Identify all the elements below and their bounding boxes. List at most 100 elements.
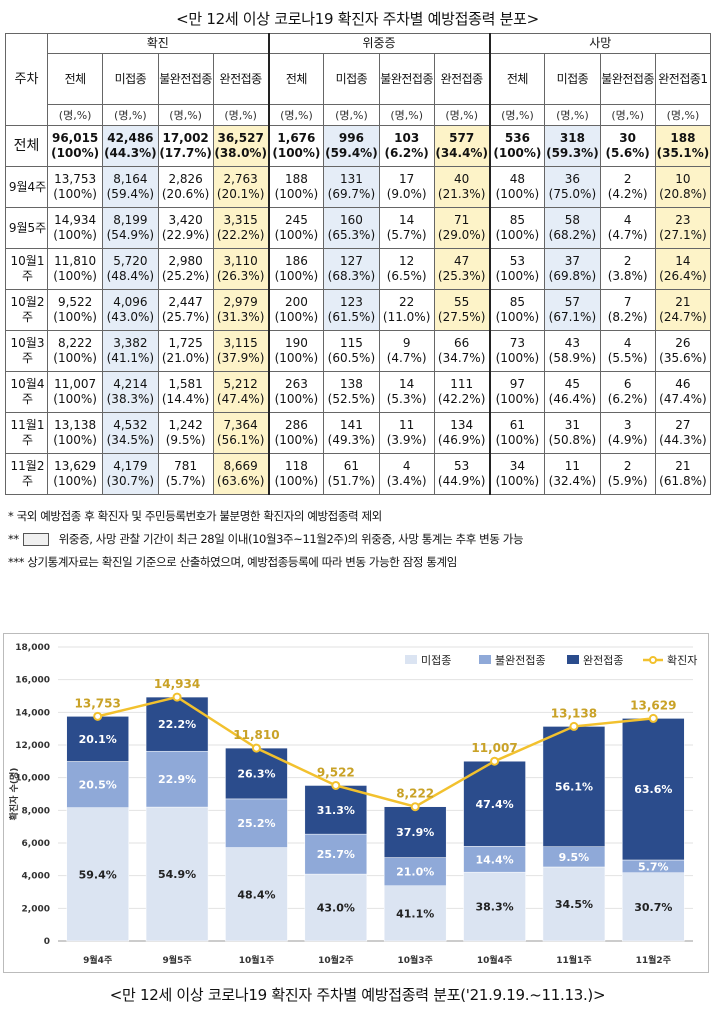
cell-count: 4,532 [113,418,148,432]
table-row: 10월4주 11,007 (100%) 4,214 (38.3%) 1,581 (14.4%… [5,371,712,413]
table-cell: 5,212 (47.4%) [212,371,270,413]
table-cell: 186 (100%) [267,248,325,290]
cell-count: 1,242 [168,418,203,432]
cell-count: 27 [675,418,691,432]
cell-percent: (50.8%) [548,433,597,447]
cell-percent: (100%) [495,269,540,283]
table-cell: 3 (4.9%) [599,412,656,454]
bar-segment-full [304,785,368,835]
row-label: 11월1주 [5,412,48,454]
cell-percent: (100%) [274,433,319,447]
cell-percent: (38.0%) [214,146,267,160]
cell-percent: (4.2%) [607,187,648,201]
table-cell: 263 (100%) [267,371,325,413]
cell-percent: (21.3%) [437,187,486,201]
table-row: 10월3주 8,222 (100%) 3,382 (41.1%) 1,725 (21.0%)… [5,330,712,372]
bar-segment-partial [145,750,209,808]
cell-count: 138 [339,377,363,391]
bar-segment-unvaccinated [542,866,606,942]
cell-percent: (24.7%) [659,310,707,324]
cell-count: 5,212 [223,377,258,391]
table-cell: 66 (34.7%) [433,330,491,372]
cell-percent: (25.3%) [437,269,486,283]
y-tick-label: 2,000 [22,904,50,914]
cell-count: 188 [284,172,308,186]
line-point [172,692,182,702]
cell-count: 8,222 [57,336,93,350]
bar-segment-unvaccinated [304,873,368,942]
table-cell: 160 (65.3%) [323,207,380,249]
cell-percent: (100%) [53,433,97,447]
column-header: 불완전접종 [378,53,435,105]
row-label: 9월4주 [5,166,48,208]
cell-count: 30 [619,131,636,145]
cell-percent: (68.3%) [327,269,376,283]
table-cell: 115 (60.5%) [323,330,380,372]
cell-count: 43 [564,336,581,350]
bar-label: 20.5% [79,779,117,792]
table-cell: 996 (59.4%) [323,125,380,167]
table-cell: 21 (24.7%) [654,289,712,331]
column-unit: (명,%) [102,104,159,126]
cell-percent: (100%) [272,146,321,160]
cell-count: 46 [675,377,691,391]
cell-count: 9,522 [57,295,93,309]
cell-count: 97 [509,377,526,391]
row-label: 11월2주 [5,453,48,495]
cell-count: 115 [339,336,363,350]
cell-percent: (8.2%) [607,310,648,324]
table-cell: 3,315 (22.2%) [212,207,270,249]
table-cell: 123 (61.5%) [323,289,380,331]
cell-count: 4,214 [113,377,148,391]
table-cell: 138 (52.5%) [323,371,380,413]
cell-count: 53 [454,459,470,473]
row-label: 9월5주 [5,207,48,249]
table-cell: 200 (100%) [267,289,325,331]
table-cell: 1,676 (100%) [267,125,325,167]
cell-count: 36,527 [217,131,264,145]
x-tick-label: 10월3주 [398,954,433,966]
bar-segment-partial [225,798,288,848]
cell-percent: (100%) [495,187,540,201]
cell-percent: (4.7%) [386,351,427,365]
table-cell: 1,581 (14.4%) [157,371,214,413]
cell-percent: (44.3%) [104,146,157,160]
cell-count: 3,420 [168,213,203,227]
x-tick-label: 9월5주 [163,954,192,966]
table-cell: 8,164 (59.4%) [102,166,159,208]
table-cell: 13,629 (100%) [46,453,104,495]
table-cell: 4 (3.4%) [378,453,435,495]
note-2: ** 위중증, 사망 관찰 기간이 최근 28일 이내(10월3주~11월2주)의… [8,531,524,547]
cell-count: 3 [623,418,632,432]
column-unit: (명,%) [599,104,656,126]
cell-count: 2,763 [223,172,258,186]
bar-label: 30.7% [634,901,672,914]
bar-label: 54.9% [158,868,196,881]
cell-count: 6 [623,377,632,391]
legend-swatch [567,655,579,664]
cell-percent: (65.3%) [327,228,376,242]
cell-percent: (47.4%) [659,392,707,406]
cell-count: 36 [564,172,581,186]
cell-percent: (100%) [53,228,97,242]
cell-percent: (20.6%) [161,187,210,201]
cell-count: 577 [449,131,475,145]
cell-percent: (6.5%) [386,269,427,283]
cell-count: 2,447 [168,295,203,309]
x-tick-label: 11월2주 [636,954,671,966]
bar-segment-unvaccinated [66,807,129,942]
cell-count: 103 [394,131,420,145]
cell-count: 127 [339,254,363,268]
cell-percent: (9.0%) [386,187,427,201]
cell-count: 2 [623,172,632,186]
cell-count: 9 [402,336,411,350]
table-cell: 46 (47.4%) [654,371,712,413]
note-1: * 국외 예방접종 후 확진자 및 주민등록번호가 불분명한 확진자의 예방접종… [8,509,382,523]
column-header: 완전접종 [433,53,491,105]
bar-segment-full [542,726,606,847]
legend-label: 불완전접종 [495,654,546,667]
table-cell: 26 (35.6%) [654,330,712,372]
table-cell: 73 (100%) [488,330,546,372]
table-cell: 13,753 (100%) [46,166,104,208]
cell-count: 11,810 [54,254,97,268]
